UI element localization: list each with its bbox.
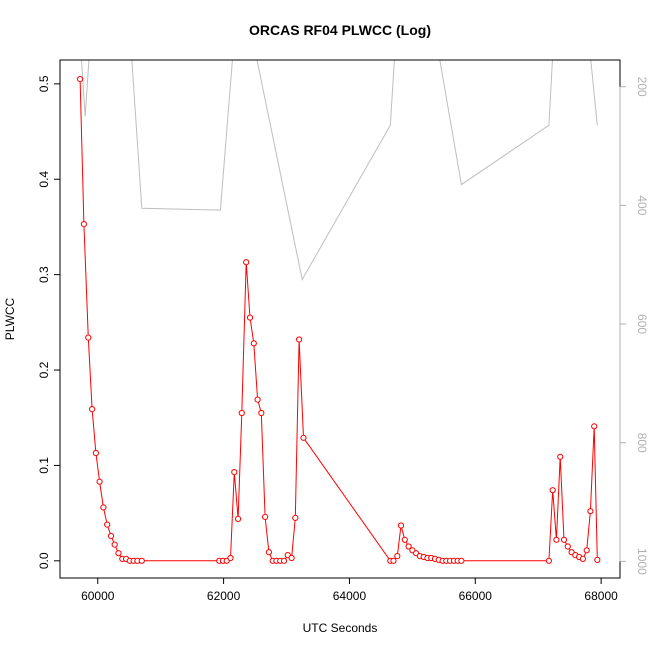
secondary-series bbox=[80, 60, 598, 281]
y-axis: 0.0 0.1 0.2 0.3 0.4 0.5 bbox=[37, 75, 61, 569]
chart-title: ORCAS RF04 PLWCC (Log) bbox=[249, 22, 431, 38]
x-tick-label: 68000 bbox=[584, 589, 618, 603]
data-point bbox=[594, 556, 601, 564]
data-point bbox=[560, 536, 568, 543]
data-point bbox=[553, 536, 560, 543]
data-point bbox=[235, 515, 242, 523]
right-y-tick-label: 600 bbox=[635, 314, 649, 334]
right-y-tick-label: 800 bbox=[635, 433, 649, 453]
data-point bbox=[591, 423, 598, 430]
data-point bbox=[80, 221, 88, 228]
data-point bbox=[405, 543, 412, 550]
data-point bbox=[238, 409, 245, 417]
data-point bbox=[280, 557, 288, 564]
right-y-tick-label: 400 bbox=[635, 195, 649, 215]
y-tick-label: 0.4 bbox=[37, 171, 51, 188]
x-axis-label: UTC Seconds bbox=[303, 621, 378, 635]
primary-series-line bbox=[79, 79, 598, 562]
data-point bbox=[89, 406, 96, 413]
data-point bbox=[96, 478, 103, 485]
data-point bbox=[227, 554, 234, 562]
data-point bbox=[292, 514, 299, 522]
data-point bbox=[579, 555, 587, 563]
x-tick-label: 62000 bbox=[207, 589, 241, 603]
y-tick-label: 0.0 bbox=[37, 552, 51, 569]
y-axis-label: PLWCC bbox=[3, 297, 17, 340]
data-point bbox=[138, 557, 145, 564]
data-point bbox=[231, 469, 238, 476]
x-axis: 60000 62000 64000 66000 68000 bbox=[81, 577, 618, 603]
data-point bbox=[557, 453, 564, 460]
data-point bbox=[549, 487, 556, 494]
y-tick-label: 0.3 bbox=[37, 266, 51, 283]
secondary-series-line bbox=[80, 60, 598, 281]
data-point bbox=[250, 340, 257, 347]
data-point bbox=[85, 334, 92, 341]
right-y-tick-label: 200 bbox=[635, 77, 649, 97]
data-point bbox=[587, 508, 594, 515]
y-tick-label: 0.5 bbox=[37, 75, 51, 92]
data-point bbox=[107, 532, 115, 540]
x-tick-label: 64000 bbox=[333, 589, 367, 603]
y-tick-label: 0.2 bbox=[37, 361, 51, 378]
data-point bbox=[92, 449, 100, 457]
data-point bbox=[288, 554, 295, 562]
data-point bbox=[296, 336, 303, 343]
y-tick-label: 0.1 bbox=[37, 457, 51, 474]
data-point bbox=[401, 536, 408, 543]
data-point bbox=[583, 547, 590, 554]
primary-series bbox=[77, 76, 601, 564]
x-tick-label: 66000 bbox=[459, 589, 493, 603]
x-tick-label: 60000 bbox=[81, 589, 115, 603]
data-point bbox=[300, 434, 307, 441]
data-point bbox=[458, 557, 465, 564]
data-point bbox=[265, 549, 272, 556]
data-point bbox=[390, 557, 397, 564]
plot-frame bbox=[59, 59, 621, 579]
data-point bbox=[262, 513, 269, 521]
data-point bbox=[115, 550, 122, 557]
data-point bbox=[104, 521, 111, 528]
data-point bbox=[111, 541, 118, 548]
data-point bbox=[564, 543, 571, 550]
data-point bbox=[258, 409, 265, 417]
data-point bbox=[397, 522, 405, 529]
data-point bbox=[243, 259, 250, 266]
right-y-axis: 200 400 600 800 1000 bbox=[619, 77, 649, 575]
data-point bbox=[545, 557, 553, 564]
right-y-tick-label: 1000 bbox=[635, 548, 649, 575]
data-point bbox=[394, 553, 401, 560]
data-point bbox=[77, 76, 84, 83]
data-point bbox=[254, 396, 261, 403]
data-point bbox=[100, 504, 107, 511]
data-point bbox=[246, 314, 254, 321]
